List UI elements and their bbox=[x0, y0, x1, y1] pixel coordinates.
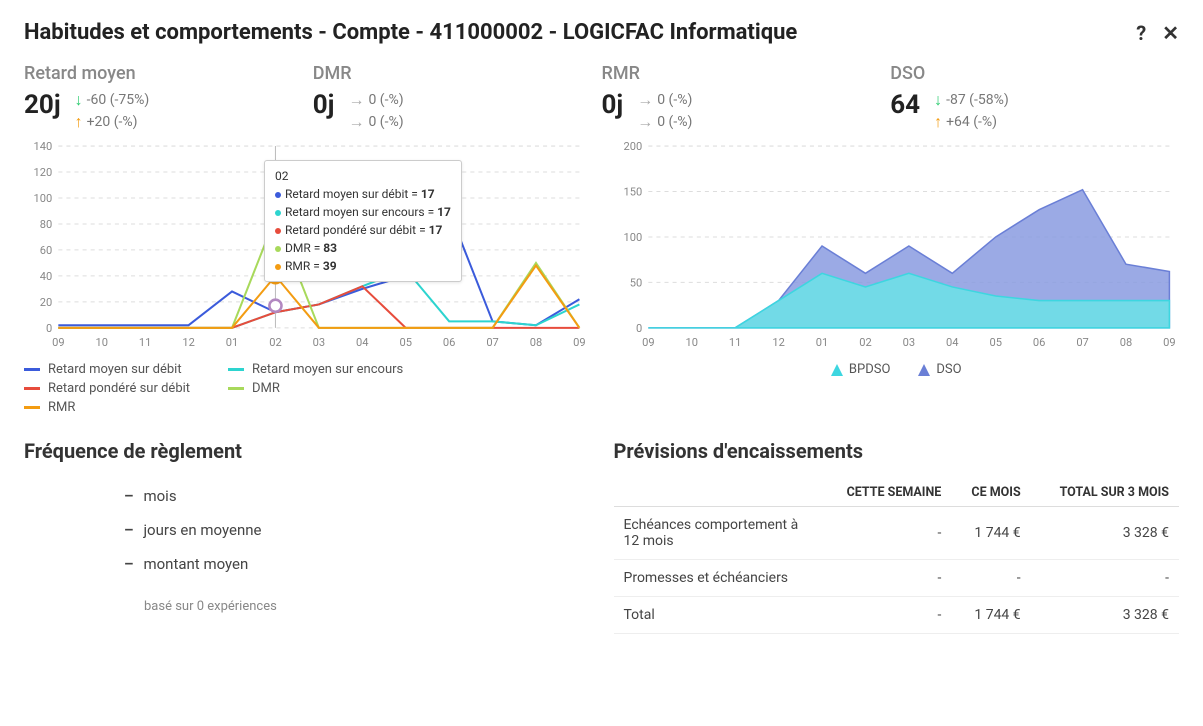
table-cell: Total bbox=[614, 597, 820, 634]
kpi-delta: ↑+20 (-%) bbox=[75, 112, 150, 132]
kpi-delta: ↑+64 (-%) bbox=[934, 112, 1009, 132]
kpi-delta: →0 (-%) bbox=[637, 112, 692, 132]
svg-text:06: 06 bbox=[443, 336, 455, 349]
chart-retards: 0 20 40 60 80 100 120 140 09 10 11 12 01 02 03 04 05 06 07… bbox=[24, 140, 590, 415]
kpi-value: 64 bbox=[890, 90, 920, 120]
chart-tooltip: 02Retard moyen sur débit = 17Retard moye… bbox=[264, 160, 462, 282]
table-row: Promesses et échéanciers--- bbox=[614, 560, 1180, 597]
svg-text:10: 10 bbox=[685, 336, 697, 349]
table-header bbox=[614, 479, 820, 507]
legend-item[interactable]: Retard pondéré sur débit bbox=[24, 381, 204, 396]
kpi-value: 20j bbox=[24, 90, 61, 120]
page-title: Habitudes et comportements - Compte - 41… bbox=[24, 20, 797, 45]
svg-text:07: 07 bbox=[486, 336, 498, 349]
frequency-item: jours en moyenne bbox=[124, 513, 590, 547]
table-cell: Echéances comportement à 12 mois bbox=[614, 507, 820, 560]
table-cell: - bbox=[1031, 560, 1179, 597]
frequency-item: montant moyen bbox=[124, 547, 590, 581]
forecast-table: CETTE SEMAINECE MOISTOTAL SUR 3 MOISEché… bbox=[614, 479, 1180, 634]
svg-text:03: 03 bbox=[313, 336, 325, 349]
legend-item[interactable]: DMR bbox=[228, 381, 408, 396]
svg-text:80: 80 bbox=[40, 218, 52, 231]
svg-text:10: 10 bbox=[96, 336, 108, 349]
svg-text:03: 03 bbox=[902, 336, 914, 349]
svg-text:140: 140 bbox=[34, 140, 53, 153]
kpi-value: 0j bbox=[602, 90, 624, 120]
svg-text:04: 04 bbox=[946, 336, 958, 349]
kpi-label: DSO bbox=[890, 63, 1179, 84]
kpi-delta: ↓-60 (-75%) bbox=[75, 90, 150, 110]
table-cell: - bbox=[951, 560, 1030, 597]
forecast-panel: Prévisions d'encaissements CETTE SEMAINE… bbox=[614, 439, 1180, 634]
svg-text:02: 02 bbox=[269, 336, 281, 349]
kpi-value: 0j bbox=[313, 90, 335, 120]
kpi-delta: ↓-87 (-58%) bbox=[934, 90, 1009, 110]
svg-text:09: 09 bbox=[642, 336, 654, 349]
svg-text:60: 60 bbox=[40, 244, 52, 257]
chart-dso: 0 50 100 150 200 09 10 11 12 01 02 03 04 05 06 07 08 09 B… bbox=[614, 140, 1180, 415]
table-cell: 3 328 € bbox=[1031, 597, 1179, 634]
svg-text:05: 05 bbox=[399, 336, 411, 349]
table-row: Echéances comportement à 12 mois-1 744 €… bbox=[614, 507, 1180, 560]
svg-text:150: 150 bbox=[623, 186, 642, 199]
svg-text:09: 09 bbox=[1163, 336, 1175, 349]
svg-text:50: 50 bbox=[629, 276, 641, 289]
table-cell: - bbox=[820, 560, 952, 597]
close-icon[interactable]: ✕ bbox=[1162, 21, 1179, 45]
svg-text:20: 20 bbox=[40, 296, 52, 309]
svg-text:02: 02 bbox=[859, 336, 871, 349]
legend-item[interactable]: Retard moyen sur débit bbox=[24, 362, 204, 377]
forecast-title: Prévisions d'encaissements bbox=[614, 439, 1180, 463]
legend-item[interactable]: DSO bbox=[918, 362, 961, 377]
kpi-delta: →0 (-%) bbox=[348, 90, 403, 110]
table-header: CETTE SEMAINE bbox=[820, 479, 952, 507]
svg-text:200: 200 bbox=[623, 140, 642, 153]
frequency-title: Fréquence de règlement bbox=[24, 439, 590, 463]
svg-text:07: 07 bbox=[1076, 336, 1088, 349]
table-cell: - bbox=[820, 597, 952, 634]
table-cell: 3 328 € bbox=[1031, 507, 1179, 560]
kpi-label: DMR bbox=[313, 63, 602, 84]
svg-text:01: 01 bbox=[815, 336, 827, 349]
frequency-note: basé sur 0 expériences bbox=[24, 599, 590, 614]
table-cell: - bbox=[820, 507, 952, 560]
table-row: Total-1 744 €3 328 € bbox=[614, 597, 1180, 634]
svg-text:0: 0 bbox=[636, 322, 642, 335]
table-cell: 1 744 € bbox=[951, 507, 1030, 560]
frequency-panel: Fréquence de règlement moisjours en moye… bbox=[24, 439, 590, 634]
frequency-item: mois bbox=[124, 479, 590, 513]
kpi-label: Retard moyen bbox=[24, 63, 313, 84]
svg-text:100: 100 bbox=[34, 192, 53, 205]
kpi-label: RMR bbox=[602, 63, 891, 84]
svg-text:08: 08 bbox=[530, 336, 542, 349]
table-cell: 1 744 € bbox=[951, 597, 1030, 634]
svg-text:08: 08 bbox=[1119, 336, 1131, 349]
svg-text:100: 100 bbox=[623, 231, 642, 244]
table-header: CE MOIS bbox=[951, 479, 1030, 507]
svg-text:05: 05 bbox=[989, 336, 1001, 349]
svg-text:11: 11 bbox=[139, 336, 151, 349]
help-icon[interactable]: ? bbox=[1136, 21, 1146, 45]
svg-text:12: 12 bbox=[182, 336, 194, 349]
svg-text:120: 120 bbox=[34, 166, 53, 179]
legend-item[interactable]: Retard moyen sur encours bbox=[228, 362, 408, 377]
svg-text:40: 40 bbox=[40, 270, 52, 283]
kpi-delta: →0 (-%) bbox=[348, 112, 403, 132]
svg-text:01: 01 bbox=[226, 336, 238, 349]
svg-text:06: 06 bbox=[1032, 336, 1044, 349]
svg-text:09: 09 bbox=[52, 336, 64, 349]
kpi-delta: →0 (-%) bbox=[637, 90, 692, 110]
svg-text:09: 09 bbox=[573, 336, 585, 349]
legend-item[interactable]: RMR bbox=[24, 400, 204, 415]
table-cell: Promesses et échéanciers bbox=[614, 560, 820, 597]
legend-item[interactable]: BPDSO bbox=[831, 362, 891, 377]
svg-text:12: 12 bbox=[772, 336, 784, 349]
table-header: TOTAL SUR 3 MOIS bbox=[1031, 479, 1179, 507]
svg-text:11: 11 bbox=[728, 336, 740, 349]
svg-text:04: 04 bbox=[356, 336, 368, 349]
svg-text:0: 0 bbox=[46, 322, 52, 335]
kpi-row: Retard moyen 20j ↓-60 (-75%) ↑+20 (-%) D… bbox=[24, 63, 1179, 132]
